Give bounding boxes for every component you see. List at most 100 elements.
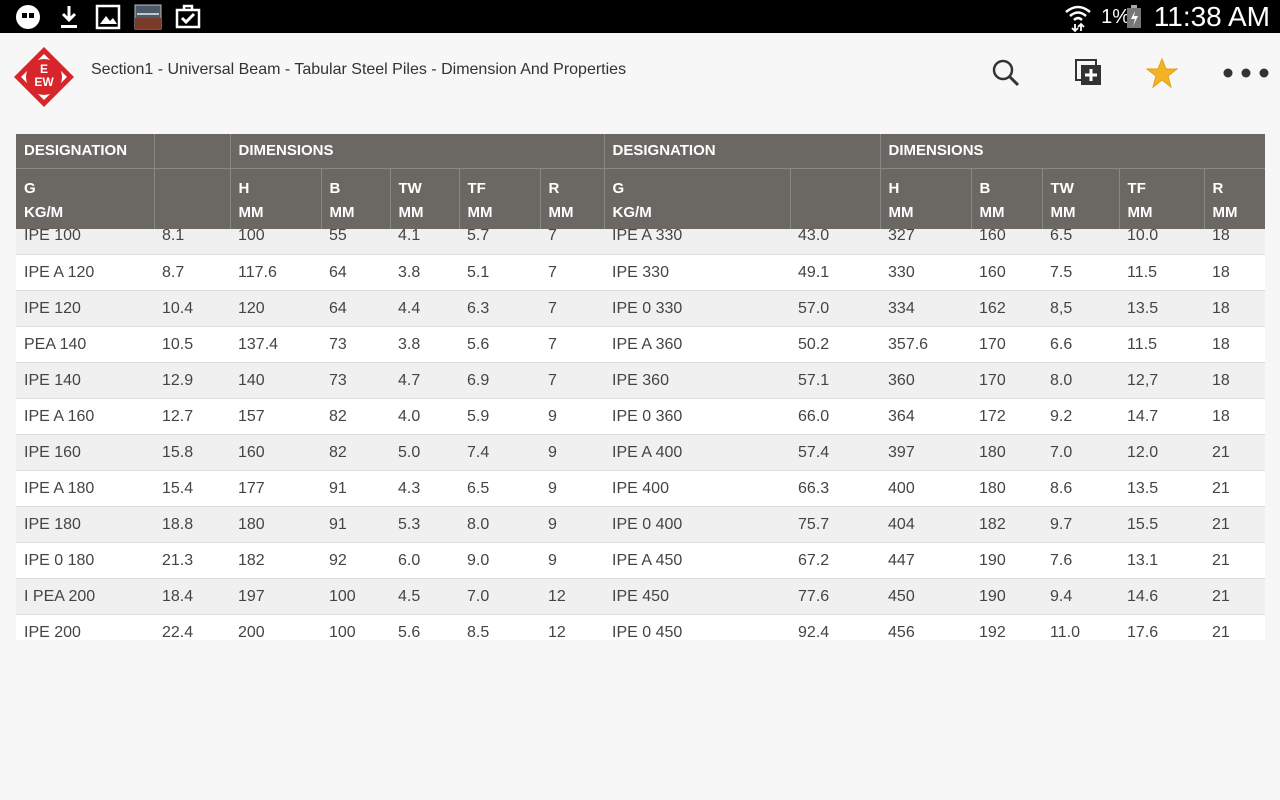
table-cell: 9 (540, 398, 605, 435)
table-cell: IPE 200 (16, 614, 154, 640)
logo-letter-top: E (40, 62, 48, 76)
table-cell: 12 (540, 614, 605, 640)
table-row[interactable]: IPE A 180 15.4 177 91 4.3 6.5 9 IPE 400 66.3 400 1… (16, 470, 1265, 507)
column-header: TW MM (390, 168, 460, 229)
table-cell: 43.0 (790, 227, 881, 255)
status-bar: 1% 11:38 AM (0, 0, 1280, 33)
table-cell: 8.5 (459, 614, 540, 640)
table-cell: 18 (1204, 290, 1265, 327)
table-cell: 9 (540, 470, 605, 507)
hangouts-icon (14, 4, 42, 37)
gallery-icon (95, 4, 121, 35)
column-header: R MM (540, 168, 605, 229)
column-header: B MM (321, 168, 391, 229)
table-row[interactable]: IPE A 160 12.7 157 82 4.0 5.9 9 IPE 0 360 66.0 36… (16, 398, 1265, 435)
column-header-label: TF (1127, 180, 1146, 197)
properties-table[interactable]: DESIGNATION DIMENSIONS DESIGNATION DIMEN… (16, 134, 1265, 640)
table-cell: 11.5 (1119, 254, 1205, 291)
table-cell: 330 (880, 254, 972, 291)
table-cell: 327 (880, 227, 972, 255)
table-cell: IPE 0 180 (16, 542, 154, 579)
table-row[interactable]: IPE 120 10.4 120 64 4.4 6.3 7 IPE 0 330 57.0 334 1… (16, 290, 1265, 327)
table-cell: 9.7 (1042, 506, 1120, 543)
table-row[interactable]: IPE 140 12.9 140 73 4.7 6.9 7 IPE 360 57.1 360 170… (16, 362, 1265, 399)
table-cell: 5.1 (459, 254, 540, 291)
table-cell: 180 (971, 470, 1043, 507)
table-cell: 450 (880, 578, 972, 615)
page-title: Section1 - Universal Beam - Tabular Stee… (91, 61, 627, 78)
search-icon (991, 58, 1021, 93)
table-cell: IPE A 400 (604, 434, 791, 471)
eew-logo[interactable]: E EW (12, 45, 76, 109)
table-cell: 18 (1204, 362, 1265, 399)
table-cell: 180 (971, 434, 1043, 471)
column-header: G KG/M (16, 168, 155, 229)
table-cell: IPE 400 (604, 470, 791, 507)
table-row[interactable]: IPE 180 18.8 180 91 5.3 8.0 9 IPE 0 400 75.7 404 1… (16, 506, 1265, 543)
table-cell: 10.0 (1119, 227, 1205, 255)
table-cell: 11.5 (1119, 326, 1205, 363)
table-cell: 404 (880, 506, 972, 543)
column-header-unit: MM (467, 204, 493, 221)
table-row[interactable]: I PEA 200 18.4 197 100 4.5 7.0 12 IPE 450 77.6 45… (16, 578, 1265, 615)
table-cell: IPE 360 (604, 362, 791, 399)
table-cell: 21 (1204, 614, 1265, 640)
table-cell: 157 (230, 398, 321, 435)
add-bookmark-button[interactable] (1065, 51, 1113, 99)
column-header-unit: MM (398, 204, 424, 221)
clipboard-check-icon (175, 4, 201, 35)
table-cell: 3.8 (390, 254, 459, 291)
battery-percent: 1% (1101, 6, 1130, 28)
table-cell: 4.0 (390, 398, 459, 435)
table-cell: 82 (321, 434, 390, 471)
table-row[interactable]: IPE 0 180 21.3 182 92 6.0 9.0 9 IPE A 450 67.2 44… (16, 542, 1265, 579)
table-cell: IPE A 450 (604, 542, 791, 579)
table-cell: 50.2 (790, 326, 881, 363)
table-cell: 364 (880, 398, 972, 435)
table-cell: 400 (880, 470, 972, 507)
table-cell: 21 (1204, 578, 1265, 615)
table-cell: 6.9 (459, 362, 540, 399)
table-row[interactable]: IPE 160 15.8 160 82 5.0 7.4 9 IPE A 400 57.4 397 1… (16, 434, 1265, 471)
column-header-unit: KG/M (612, 204, 652, 221)
table-cell: 12 (540, 578, 605, 615)
table-row[interactable]: IPE A 120 8.7 117.6 64 3.8 5.1 7 IPE 330 49.1 330… (16, 254, 1265, 291)
column-header: TF MM (459, 168, 541, 229)
column-header: B MM (971, 168, 1043, 229)
table-cell: IPE A 180 (16, 470, 154, 507)
table-cell: 22.4 (154, 614, 230, 640)
table-cell: 92.4 (790, 614, 881, 640)
table-row[interactable]: IPE 100 8.1 100 55 4.1 5.7 7 IPE A 330 43.0 327 16… (16, 227, 1265, 255)
favorite-button[interactable] (1138, 51, 1186, 99)
table-cell: 12.7 (154, 398, 230, 435)
table-cell: 9.0 (459, 542, 540, 579)
search-button[interactable] (982, 51, 1030, 99)
table-cell: 180 (230, 506, 321, 543)
table-cell: IPE 330 (604, 254, 791, 291)
table-cell: IPE 120 (16, 290, 154, 327)
table-row[interactable]: IPE 200 22.4 200 100 5.6 8.5 12 IPE 0 450 92.4 45… (16, 614, 1265, 640)
table-cell: IPE 0 400 (604, 506, 791, 543)
table-cell: 21 (1204, 506, 1265, 543)
table-cell: 7 (540, 362, 605, 399)
table-cell: 7 (540, 227, 605, 255)
table-cell: 100 (321, 578, 390, 615)
table-cell: 77.6 (790, 578, 881, 615)
table-cell: 15.5 (1119, 506, 1205, 543)
table-cell: 14.6 (1119, 578, 1205, 615)
table-cell: 14.7 (1119, 398, 1205, 435)
overflow-menu-button[interactable] (1220, 51, 1272, 99)
table-cell: 7.6 (1042, 542, 1120, 579)
table-cell: IPE 450 (604, 578, 791, 615)
table-cell: 7.0 (1042, 434, 1120, 471)
table-cell: 197 (230, 578, 321, 615)
table-row[interactable]: PEA 140 10.5 137.4 73 3.8 5.6 7 IPE A 360 50.2 35… (16, 326, 1265, 363)
column-header: R MM (1204, 168, 1265, 229)
table-cell: 57.4 (790, 434, 881, 471)
column-header: G KG/M (604, 168, 791, 229)
table-cell: IPE 0 330 (604, 290, 791, 327)
table-cell: 57.1 (790, 362, 881, 399)
table-cell: 18 (1204, 326, 1265, 363)
table-cell: 6.3 (459, 290, 540, 327)
clock: 11:38 AM (1153, 1, 1270, 32)
